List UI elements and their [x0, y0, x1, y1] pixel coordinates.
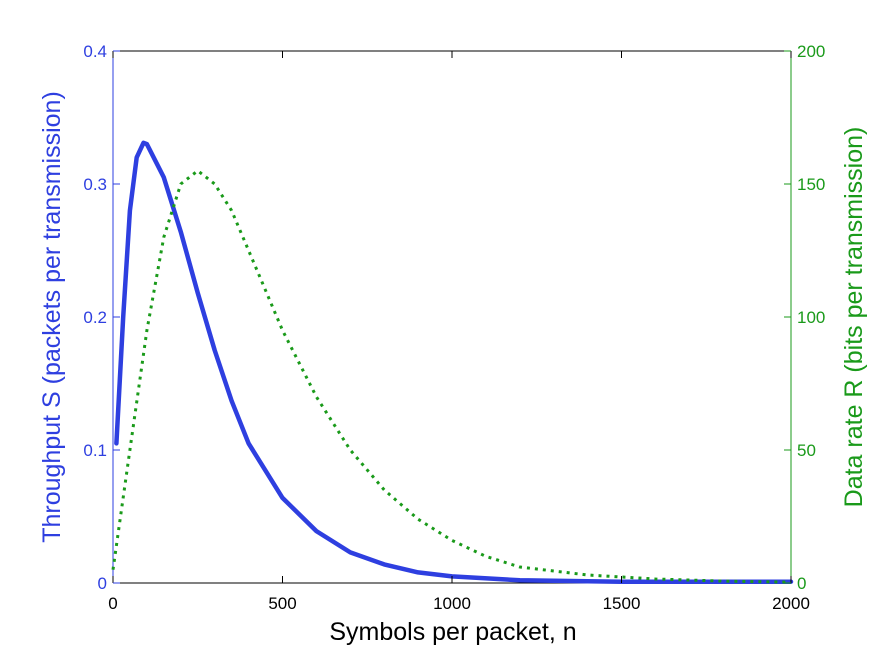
series-layer: [111, 140, 794, 584]
throughput-series-line: [114, 140, 794, 584]
x-tick-label: 500: [268, 594, 296, 613]
data-rate-series-line: [111, 169, 792, 584]
x-tick-label: 1000: [433, 594, 471, 613]
left-y-tick-label: 0: [98, 574, 107, 593]
left-y-tick-label: 0.3: [83, 175, 107, 194]
right-y-axis-title: Data rate R (bits per transmission): [840, 127, 868, 508]
right-y-tick-label: 0: [797, 574, 806, 593]
left-y-tick-label: 0.1: [83, 441, 107, 460]
plot-frame: [112, 50, 792, 584]
ticks-layer: 0 500 1000 1500 200000.10.20.30.405010015020…: [83, 42, 825, 613]
left-y-tick-label: 0.4: [83, 42, 107, 61]
x-tick-label: 1500: [603, 594, 641, 613]
x-tick-label: 2000: [772, 594, 810, 613]
right-y-tick-label: 200: [797, 42, 825, 61]
left-y-tick-label: 0.2: [83, 308, 107, 327]
right-y-tick-label: 50: [797, 441, 816, 460]
left-y-axis-title: Throughput S (packets per transmission): [38, 91, 66, 543]
x-axis-title: Symbols per packet, n: [329, 618, 576, 646]
right-y-tick-label: 100: [797, 308, 825, 327]
right-y-tick-label: 150: [797, 175, 825, 194]
x-tick-label: 0: [108, 594, 117, 613]
